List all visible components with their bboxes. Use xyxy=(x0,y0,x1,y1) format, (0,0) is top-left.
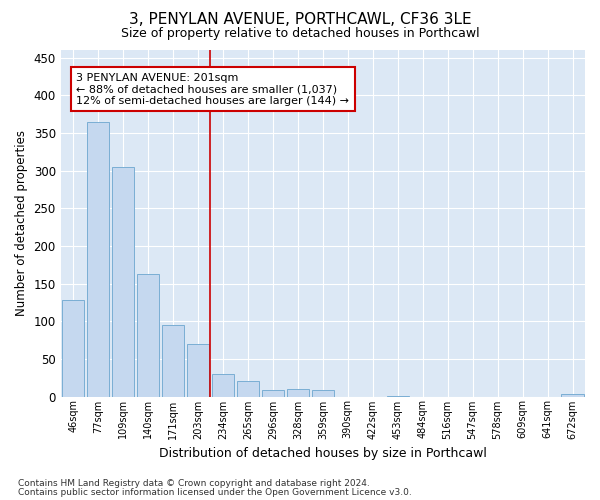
Bar xyxy=(262,390,284,396)
X-axis label: Distribution of detached houses by size in Porthcawl: Distribution of detached houses by size … xyxy=(159,447,487,460)
Bar xyxy=(112,167,134,396)
Bar xyxy=(561,394,584,396)
Text: Contains public sector information licensed under the Open Government Licence v3: Contains public sector information licen… xyxy=(18,488,412,497)
Bar xyxy=(212,374,234,396)
Bar xyxy=(137,274,159,396)
Bar xyxy=(236,382,259,396)
Text: Size of property relative to detached houses in Porthcawl: Size of property relative to detached ho… xyxy=(121,28,479,40)
Bar xyxy=(187,344,209,397)
Bar xyxy=(311,390,334,396)
Bar xyxy=(87,122,109,396)
Bar xyxy=(162,325,184,396)
Bar xyxy=(62,300,85,396)
Text: 3, PENYLAN AVENUE, PORTHCAWL, CF36 3LE: 3, PENYLAN AVENUE, PORTHCAWL, CF36 3LE xyxy=(128,12,472,28)
Y-axis label: Number of detached properties: Number of detached properties xyxy=(15,130,28,316)
Text: 3 PENYLAN AVENUE: 201sqm
← 88% of detached houses are smaller (1,037)
12% of sem: 3 PENYLAN AVENUE: 201sqm ← 88% of detach… xyxy=(76,72,349,106)
Text: Contains HM Land Registry data © Crown copyright and database right 2024.: Contains HM Land Registry data © Crown c… xyxy=(18,479,370,488)
Bar xyxy=(287,389,309,396)
